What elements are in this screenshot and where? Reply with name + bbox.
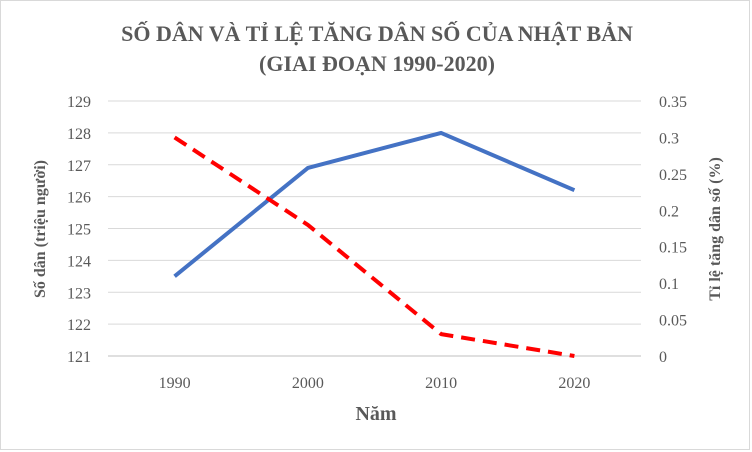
left-tick-label: 129 — [67, 94, 91, 111]
right-tick-label: 0.3 — [659, 130, 679, 147]
left-axis-ticks: 121 122 123 124 125 126 127 128 129 — [67, 94, 91, 366]
population-line — [173, 130, 576, 278]
left-tick-label: 122 — [67, 317, 91, 334]
right-tick-label: 0.25 — [659, 167, 687, 184]
x-axis-ticks: 1990 2000 2010 2020 — [159, 375, 591, 392]
left-tick-label: 127 — [67, 158, 91, 175]
right-tick-label: 0 — [659, 349, 667, 366]
left-tick-label: 123 — [67, 285, 91, 302]
right-tick-label: 0.15 — [659, 240, 687, 257]
left-tick-label: 121 — [67, 349, 91, 366]
x-tick-label: 2000 — [292, 375, 324, 392]
right-tick-label: 0.35 — [659, 94, 687, 111]
y-axis-right-title: Tỉ lệ tăng dân số (%) — [707, 157, 724, 301]
left-tick-label: 128 — [67, 126, 91, 143]
right-tick-label: 0.1 — [659, 276, 679, 293]
left-tick-label: 125 — [67, 222, 91, 239]
right-tick-label: 0.05 — [659, 313, 687, 330]
series-layer — [173, 130, 576, 358]
x-tick-label: 2010 — [425, 375, 457, 392]
y-axis-left-title: Số dân (triệu người) — [32, 160, 49, 298]
right-tick-label: 0.2 — [659, 203, 679, 220]
chart-title-line1: SỐ DÂN VÀ TỈ LỆ TĂNG DÂN SỐ CỦA NHẬT BẢN — [121, 21, 633, 46]
left-tick-label: 126 — [67, 190, 91, 207]
right-axis-ticks: 0 0.05 0.1 0.15 0.2 0.25 0.3 0.35 — [659, 94, 687, 366]
growth-rate-line — [173, 135, 575, 358]
grid-layer — [108, 100, 641, 357]
x-tick-label: 2020 — [558, 375, 590, 392]
left-tick-label: 124 — [67, 253, 91, 270]
x-axis-title: Năm — [355, 403, 396, 425]
chart-title-line2: (GIAI ĐOẠN 1990-2020) — [259, 51, 495, 76]
x-tick-label: 1990 — [159, 375, 191, 392]
